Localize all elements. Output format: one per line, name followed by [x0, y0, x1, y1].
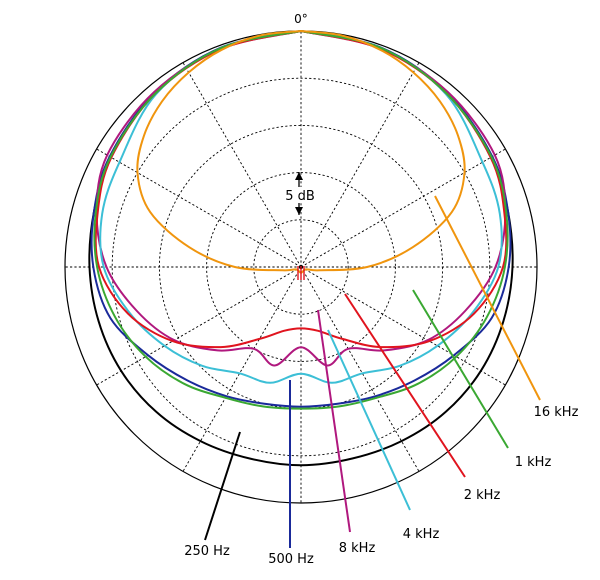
grid-spoke: [300, 62, 420, 268]
series-curve: [94, 30, 508, 349]
db-scale-arrow-down: [295, 207, 303, 215]
db-scale-label-bg: [281, 187, 319, 203]
leader-line: [204, 431, 241, 541]
db-scale-label: 5 dB: [285, 189, 315, 204]
grid-spoke: [96, 266, 302, 386]
grid-ring: [253, 219, 349, 315]
series-label: 250 Hz: [184, 544, 230, 559]
series-label: 8 kHz: [339, 541, 376, 556]
grid-spoke: [182, 62, 302, 268]
leader-line: [412, 289, 509, 449]
series-labels: 250 Hz 500 Hz 8 kHz 4 kHz 2 kHz 1 kHz 16 kHz: [184, 405, 578, 567]
leader-line: [317, 309, 351, 533]
leader-line: [327, 329, 411, 511]
series-label: 2 kHz: [464, 488, 501, 503]
series-label: 4 kHz: [403, 527, 440, 542]
series-label: 16 kHz: [534, 405, 579, 420]
leader-line: [344, 293, 466, 478]
series-curve: [93, 30, 509, 410]
leader-line: [434, 195, 541, 401]
grid-ring: [111, 77, 491, 457]
leader-lines: [204, 195, 541, 548]
grid-spoke: [96, 148, 302, 268]
db-scale-arrow-up: [295, 172, 303, 180]
grid-spoke: [300, 148, 506, 268]
grid-spoke: [300, 266, 506, 386]
db-scale-marker: 5 dB: [281, 172, 319, 215]
series-label: 1 kHz: [515, 455, 552, 470]
angle-label-text: 0°: [294, 12, 308, 26]
curves-group: [88, 30, 514, 467]
center-marker: [297, 266, 305, 280]
angle-label-0: 0°: [294, 12, 308, 26]
series-label: 500 Hz: [268, 552, 314, 567]
series-curve: [99, 30, 503, 384]
series-curve: [95, 30, 507, 367]
series-curve: [90, 30, 512, 408]
